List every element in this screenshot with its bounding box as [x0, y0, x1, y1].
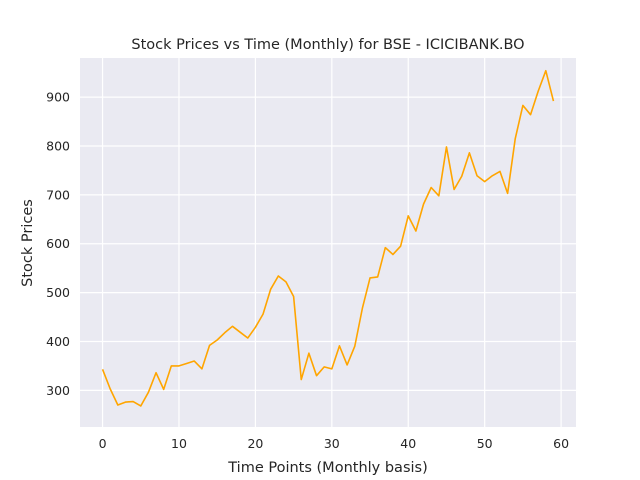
x-tick-label: 20 — [247, 436, 263, 451]
x-tick-label: 0 — [99, 436, 107, 451]
x-tick-label: 60 — [553, 436, 569, 451]
y-tick-labels: 300 400 500 600 700 800 900 — [46, 90, 70, 398]
x-tick-label: 30 — [324, 436, 340, 451]
y-tick-label: 600 — [46, 236, 70, 251]
x-tick-label: 50 — [477, 436, 493, 451]
y-gridlines — [80, 96, 576, 391]
y-tick-label: 300 — [46, 383, 70, 398]
y-tick-label: 900 — [46, 90, 70, 105]
plot-background — [80, 58, 576, 427]
y-tick-label: 700 — [46, 187, 70, 202]
y-tick-label: 500 — [46, 285, 70, 300]
y-tick-label: 800 — [46, 138, 70, 153]
data-points — [102, 70, 554, 406]
x-tick-label: 10 — [171, 436, 187, 451]
x-gridlines — [101, 58, 562, 427]
chart-title: Stock Prices vs Time (Monthly) for BSE -… — [131, 37, 524, 53]
x-tick-label: 40 — [400, 436, 416, 451]
x-axis-label: Time Points (Monthly basis) — [227, 460, 427, 476]
y-tick-label: 400 — [46, 334, 70, 349]
series-line — [101, 69, 555, 407]
y-axis-label: Stock Prices — [20, 199, 36, 287]
x-tick-labels: 0 10 20 30 40 50 60 — [99, 436, 570, 451]
